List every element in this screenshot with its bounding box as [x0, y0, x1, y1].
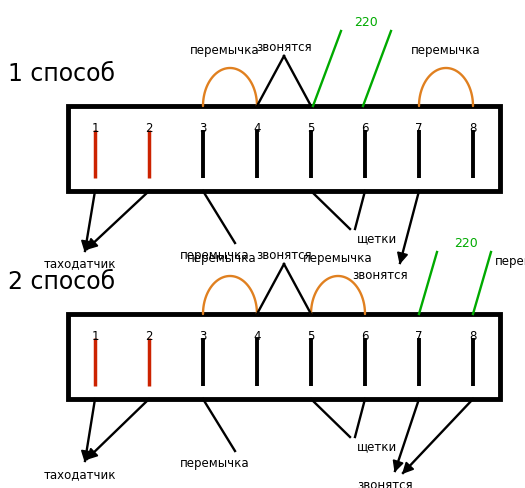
- Text: таходатчик: таходатчик: [44, 467, 116, 480]
- Polygon shape: [393, 460, 403, 471]
- Text: 6: 6: [361, 122, 369, 135]
- Text: 1 способ: 1 способ: [8, 62, 115, 86]
- Text: 4: 4: [253, 122, 261, 135]
- Text: звонятся: звонятся: [357, 478, 413, 488]
- Text: перемычка: перемычка: [180, 248, 250, 262]
- Text: щетки: щетки: [357, 439, 397, 452]
- Polygon shape: [87, 239, 98, 249]
- Text: перемычка: перемычка: [190, 44, 260, 57]
- Polygon shape: [82, 241, 91, 251]
- Text: перемычка: перемычка: [411, 44, 481, 57]
- Text: таходатчик: таходатчик: [44, 257, 116, 269]
- Text: 4: 4: [253, 329, 261, 343]
- Text: перемычка: перемычка: [180, 456, 250, 469]
- Text: звонятся: звонятся: [352, 268, 408, 282]
- Bar: [68, 107, 500, 192]
- Polygon shape: [398, 252, 407, 264]
- Text: звонятся: звонятся: [256, 41, 312, 54]
- Text: 220: 220: [454, 237, 478, 249]
- Text: 5: 5: [307, 122, 314, 135]
- Text: 2 способ: 2 способ: [8, 269, 115, 293]
- Polygon shape: [403, 462, 414, 473]
- Text: 2: 2: [145, 122, 153, 135]
- Bar: [68, 314, 500, 399]
- Polygon shape: [87, 448, 98, 459]
- Text: 6: 6: [361, 329, 369, 343]
- Text: 5: 5: [307, 329, 314, 343]
- Text: перемычка: перемычка: [495, 254, 525, 267]
- Text: перемычка: перемычка: [303, 251, 373, 264]
- Text: 220: 220: [354, 16, 378, 29]
- Text: перемычка: перемычка: [187, 251, 257, 264]
- Text: 1: 1: [91, 329, 99, 343]
- Polygon shape: [82, 450, 91, 461]
- Text: 7: 7: [415, 122, 423, 135]
- Text: 3: 3: [200, 122, 207, 135]
- Text: 8: 8: [469, 122, 477, 135]
- Text: 3: 3: [200, 329, 207, 343]
- Text: 7: 7: [415, 329, 423, 343]
- Text: звонятся: звонятся: [256, 248, 312, 262]
- Text: щетки: щетки: [357, 231, 397, 244]
- Text: 8: 8: [469, 329, 477, 343]
- Text: 2: 2: [145, 329, 153, 343]
- Text: 1: 1: [91, 122, 99, 135]
